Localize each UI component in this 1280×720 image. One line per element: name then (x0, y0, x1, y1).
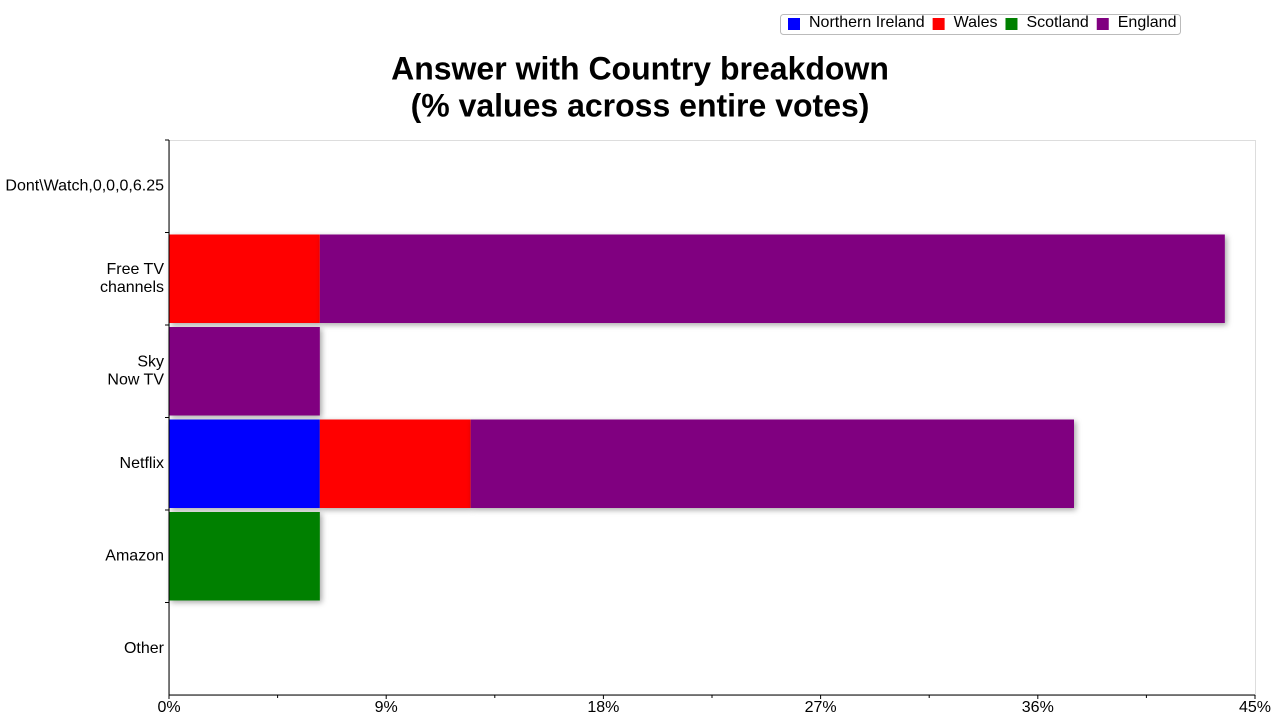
plot-frame (169, 140, 1256, 696)
legend-box (780, 14, 1181, 35)
y-tick-label: Free TV channels (100, 261, 164, 296)
x-tick-label: 36% (1022, 699, 1054, 716)
x-tick-label: 45% (1239, 699, 1271, 716)
x-tick-label: 0% (157, 699, 180, 716)
legend-label: Wales (954, 14, 998, 31)
y-tick-label: Sky Now TV (107, 353, 164, 388)
bar-segment (319, 234, 1225, 323)
legend-swatch (1096, 18, 1109, 30)
legend-swatch (932, 18, 945, 30)
x-tick-label: 9% (375, 699, 398, 716)
y-tick-label: Netflix (120, 455, 164, 472)
bar-segment (319, 419, 471, 508)
chart-title: Answer with Country breakdown (% values a… (391, 51, 889, 124)
bar-segment (169, 419, 320, 508)
legend-swatch (1005, 18, 1018, 30)
bar-segment (470, 419, 1075, 508)
legend-label: Scotland (1026, 14, 1088, 31)
y-tick-label: Amazon (105, 547, 164, 564)
bar-segment (169, 327, 320, 416)
bar-segment (169, 512, 320, 601)
x-tick-label: 18% (587, 699, 619, 716)
x-tick-label: 27% (805, 699, 837, 716)
y-tick-label: Dont\Watch,0,0,0,6.25 (5, 177, 164, 194)
y-tick-label: Other (124, 640, 165, 657)
legend-label: England (1118, 14, 1177, 31)
bar-segment (169, 234, 320, 323)
legend-swatch (788, 18, 800, 30)
legend-label: Northern Ireland (809, 14, 925, 31)
